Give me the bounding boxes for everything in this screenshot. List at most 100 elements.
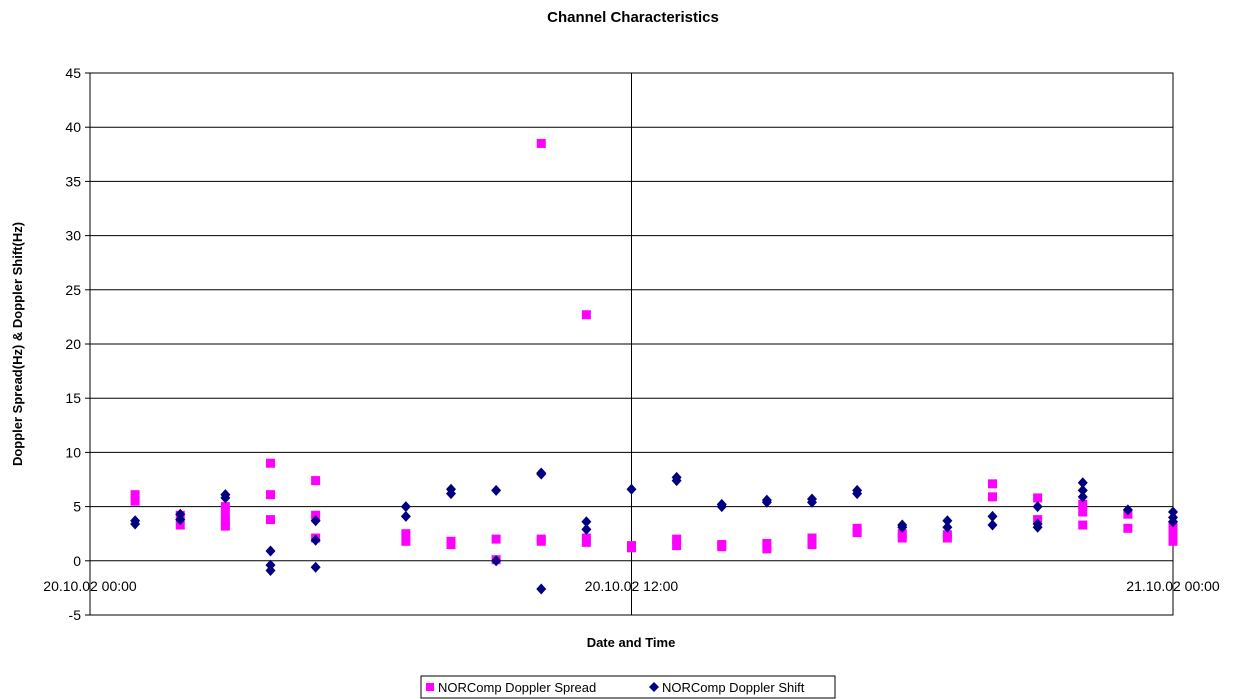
- x-tick-label: 20.10.02 00:00: [43, 578, 137, 594]
- legend-marker-spread: [426, 683, 434, 691]
- shift-point: [987, 510, 998, 522]
- spread-point: [942, 533, 952, 543]
- shift-point: [1077, 477, 1088, 489]
- shift-point: [942, 521, 953, 533]
- spread-point: [536, 536, 546, 546]
- spread-point: [220, 502, 230, 512]
- axis-ticks: -5 0 5 10 15 20 25 30 35 40 45 20.10.02 00:00 20.10.…: [43, 65, 1220, 623]
- spread-point: [1168, 536, 1178, 546]
- shift-point: [310, 534, 321, 546]
- legend-box: [420, 675, 836, 699]
- spread-point: [536, 138, 546, 148]
- legend: NORComp Doppler Spread NORComp Doppler S…: [420, 675, 836, 699]
- shift-point: [220, 492, 231, 504]
- legend-label-shift: NORComp Doppler Shift: [662, 680, 805, 695]
- shift-point: [536, 468, 547, 480]
- y-tick-label: 45: [65, 65, 81, 81]
- shift-point: [716, 501, 727, 513]
- shift-point: [400, 510, 411, 522]
- shift-point: [446, 488, 456, 500]
- spread-point: [581, 537, 591, 547]
- y-tick-label: 25: [65, 282, 81, 298]
- shift-point: [265, 545, 276, 557]
- spread-point: [988, 479, 997, 489]
- y-tick-label: 15: [65, 390, 81, 406]
- shift-point: [175, 514, 186, 526]
- shift-point: [987, 519, 998, 531]
- shift-point: [1032, 521, 1043, 533]
- spread-point: [1078, 499, 1088, 509]
- chart-title: Channel Characteristics: [547, 9, 719, 26]
- shift-point: [491, 484, 502, 496]
- shift-point: [581, 516, 592, 528]
- spread-point: [1033, 493, 1043, 503]
- spread-point: [266, 490, 275, 500]
- spread-point: [672, 541, 682, 551]
- y-tick-label: 5: [73, 499, 81, 515]
- spread-point: [130, 496, 140, 506]
- gridlines: [89, 72, 1174, 616]
- y-axis-title: Doppler Spread(Hz) & Doppler Shift(Hz): [10, 222, 25, 466]
- shift-point: [1122, 504, 1133, 516]
- spread-point: [266, 458, 275, 468]
- spread-point: [1168, 528, 1178, 538]
- y-tick-label: 10: [65, 444, 81, 460]
- spread-point: [852, 528, 862, 538]
- legend-marker-shift: [649, 682, 659, 692]
- shift-point: [626, 483, 637, 495]
- spread-point: [988, 492, 997, 502]
- data-points: [130, 138, 1178, 595]
- shift-point: [852, 488, 863, 500]
- y-tick-label: -5: [69, 607, 82, 623]
- shift-point: [265, 565, 276, 577]
- spread-point: [220, 510, 230, 520]
- shift-point: [942, 515, 953, 527]
- y-tick-label: 30: [65, 228, 81, 244]
- spread-point: [491, 534, 501, 544]
- shift-point: [1077, 484, 1088, 496]
- shift-point: [761, 496, 772, 508]
- x-axis-title: Date and Time: [587, 635, 676, 650]
- shift-point: [491, 555, 502, 567]
- x-tick-label: 21.10.02 00:00: [1126, 578, 1220, 594]
- y-tick-label: 35: [65, 173, 81, 189]
- shift-point: [310, 515, 321, 527]
- spread-point: [220, 521, 230, 531]
- spread-point: [897, 533, 907, 543]
- spread-point: [1123, 523, 1133, 533]
- y-tick-label: 0: [73, 553, 81, 569]
- spread-point: [1078, 507, 1088, 517]
- shift-point: [536, 583, 547, 595]
- shift-point: [1077, 491, 1088, 503]
- shift-point: [130, 518, 141, 530]
- spread-point: [401, 536, 411, 546]
- shift-point: [581, 523, 592, 535]
- y-tick-label: 20: [65, 336, 81, 352]
- x-tick-label: 20.10.02 12:00: [585, 578, 679, 594]
- shift-point: [1168, 516, 1178, 528]
- shift-point: [807, 496, 817, 508]
- spread-point: [717, 542, 727, 552]
- spread-point: [762, 544, 772, 554]
- spread-point: [762, 538, 772, 548]
- spread-point: [266, 515, 275, 525]
- spread-point: [807, 540, 817, 550]
- spread-point: [311, 476, 321, 486]
- spread-point: [627, 543, 636, 553]
- shift-point: [400, 501, 411, 513]
- shift-point: [671, 475, 682, 487]
- spread-point: [581, 310, 591, 320]
- shift-point: [1032, 501, 1043, 513]
- y-tick-label: 40: [65, 119, 81, 135]
- spread-point: [1078, 520, 1088, 530]
- spread-point: [401, 529, 411, 539]
- shift-point: [310, 561, 321, 573]
- spread-point: [672, 534, 682, 544]
- spread-point: [446, 540, 456, 550]
- spread-point: [807, 533, 817, 543]
- spread-point: [130, 490, 140, 500]
- legend-label-spread: NORComp Doppler Spread: [438, 680, 596, 695]
- shift-point: [897, 521, 908, 533]
